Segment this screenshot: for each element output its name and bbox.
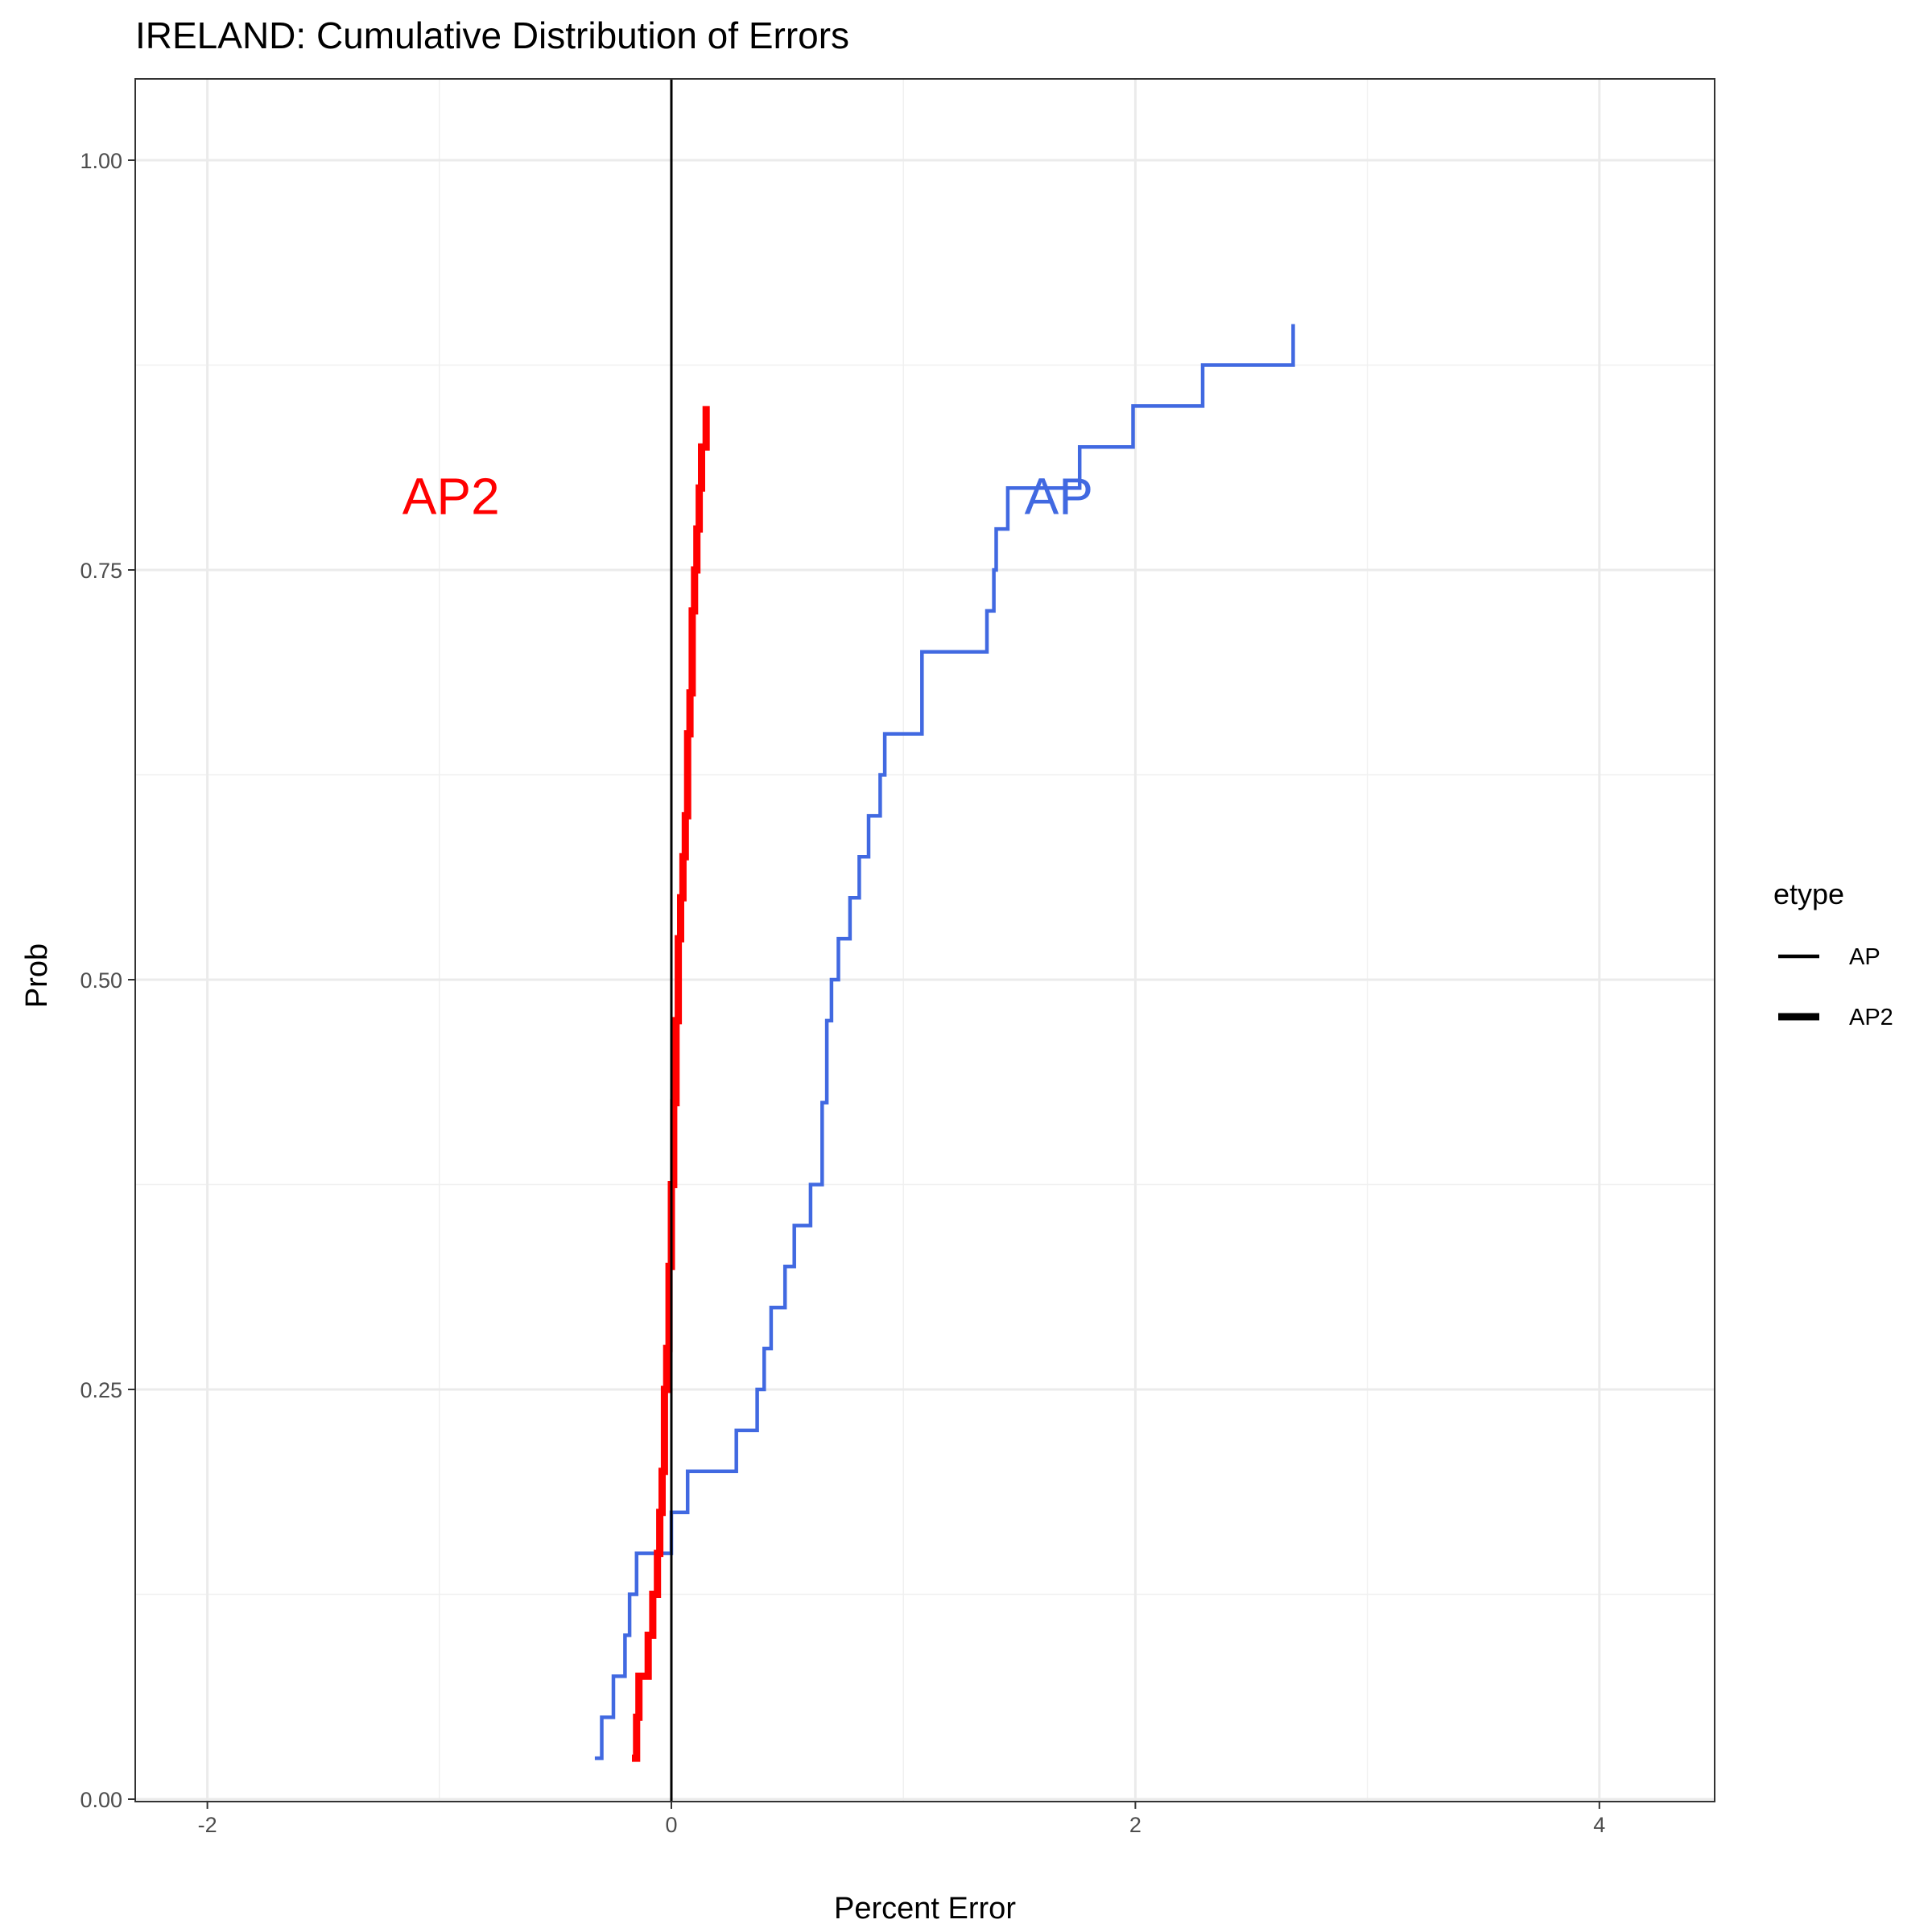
y-tick-label: 0.25 bbox=[80, 1378, 122, 1402]
legend-title: etype bbox=[1773, 877, 1844, 910]
annotation-ap: AP bbox=[1025, 467, 1093, 525]
panel-border bbox=[134, 78, 1715, 1802]
y-axis: 0.00 0.25 0.50 0.75 1.00 bbox=[80, 149, 135, 1812]
y-tick-label: 0.75 bbox=[80, 559, 122, 583]
y-tick-label: 0.00 bbox=[80, 1788, 122, 1812]
y-axis-title: Prob bbox=[20, 943, 54, 1008]
series-ap2-line bbox=[632, 406, 710, 1762]
annotations: AP2 AP bbox=[402, 467, 1093, 525]
legend: etype AP AP2 bbox=[1773, 877, 1893, 1030]
x-tick-label: -2 bbox=[198, 1813, 217, 1837]
x-axis: -2 0 2 4 bbox=[198, 1802, 1605, 1837]
x-tick-label: 0 bbox=[665, 1813, 677, 1837]
x-tick-label: 2 bbox=[1129, 1813, 1141, 1837]
legend-label-ap2: AP2 bbox=[1849, 1005, 1893, 1030]
y-tick-label: 1.00 bbox=[80, 149, 122, 173]
legend-label-ap: AP bbox=[1849, 944, 1880, 970]
x-axis-title: Percent Error bbox=[834, 1892, 1016, 1926]
x-tick-label: 4 bbox=[1593, 1813, 1605, 1837]
y-tick-label: 0.50 bbox=[80, 968, 122, 993]
minor-gridlines bbox=[135, 79, 1715, 1802]
annotation-ap2: AP2 bbox=[402, 467, 500, 525]
chart-title: IRELAND: Cumulative Distribution of Erro… bbox=[135, 14, 849, 56]
